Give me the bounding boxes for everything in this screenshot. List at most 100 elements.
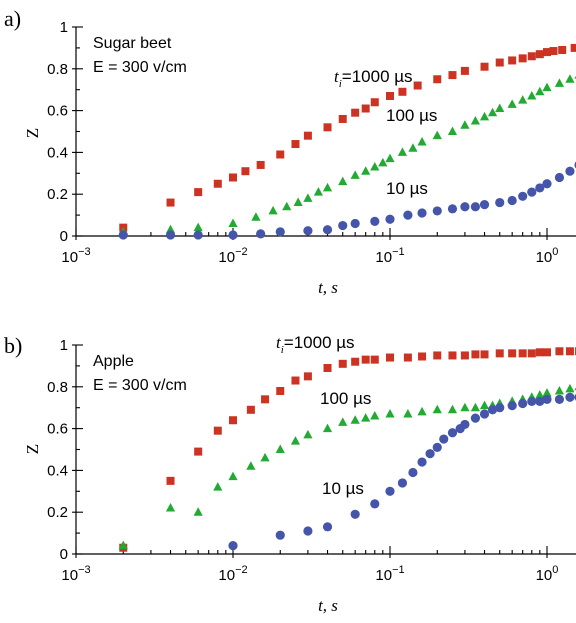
data-point-square (361, 355, 370, 364)
data-point-square (460, 351, 469, 360)
data-point-square (386, 91, 394, 100)
data-point-square (386, 353, 394, 362)
data-point-square (213, 179, 222, 188)
y-tick-label: 0.2 (47, 504, 68, 521)
data-point-circle (228, 230, 238, 240)
data-point-square (398, 87, 407, 96)
data-point-triangle (460, 402, 470, 412)
x-tick-label: 10−2 (218, 564, 247, 584)
data-point-circle (370, 216, 380, 226)
data-point-square (338, 114, 347, 123)
data-point-triangle (338, 176, 348, 186)
data-point-square (570, 43, 576, 52)
data-point-triangle (527, 90, 537, 100)
chart-panel-a: a) 0 0.2 0.4 0.6 0.8 1 10−3 10−2 10−1 100 t, s Z Suga… (4, 6, 576, 297)
data-point-triangle (275, 444, 285, 453)
data-point-circle (432, 442, 442, 453)
data-point-circle (408, 467, 418, 478)
data-point-triangle (535, 86, 545, 96)
data-point-triangle (385, 153, 395, 163)
data-point-square (256, 160, 265, 169)
annotation-line: E = 300 v/cm (93, 59, 187, 76)
y-tick-label: 0 (60, 228, 68, 245)
data-point-circle (479, 200, 490, 210)
data-point-triangle (565, 74, 575, 83)
data-point-triangle (228, 218, 238, 227)
data-point-triangle (290, 436, 301, 445)
data-point-triangle (228, 471, 238, 481)
data-point-triangle (385, 408, 395, 418)
data-point-circle (535, 183, 545, 193)
data-point-circle (370, 499, 380, 509)
data-point-square (403, 353, 412, 362)
data-point-square (433, 75, 442, 84)
data-point-circle (275, 530, 285, 540)
data-point-square (527, 52, 536, 61)
data-point-square (448, 351, 457, 360)
data-point-circle (397, 478, 408, 488)
data-point-circle (460, 419, 470, 430)
data-point-square (558, 45, 567, 54)
data-point-triangle (554, 78, 565, 87)
data-point-square (543, 48, 551, 57)
data-point-circle (535, 396, 545, 407)
data-point-square (495, 349, 504, 358)
data-point-square (535, 348, 544, 357)
data-point-circle (447, 428, 458, 438)
data-point-triangle (507, 99, 517, 108)
data-point-triangle (565, 383, 575, 393)
data-point-triangle (251, 212, 261, 221)
data-point-triangle (535, 390, 545, 399)
data-point-square (535, 50, 544, 59)
data-point-square (433, 351, 442, 360)
data-point-triangle (361, 166, 371, 175)
y-tick-label: 0.4 (47, 462, 68, 479)
data-point-circle (518, 398, 528, 409)
data-point-circle (495, 197, 505, 208)
data-point-square (303, 372, 312, 381)
data-point-square (370, 98, 379, 107)
data-point-circle (565, 166, 575, 176)
data-points (118, 347, 576, 552)
y-tick-label: 0.8 (47, 61, 68, 78)
data-point-square (229, 173, 237, 182)
data-point-triangle (470, 116, 481, 125)
series-label: 10 µs (386, 179, 428, 198)
data-point-square (471, 350, 480, 359)
data-point-square (276, 386, 285, 395)
x-axis-title: t, s (318, 596, 338, 615)
data-point-circle (518, 191, 528, 201)
data-point-triangle (313, 187, 324, 196)
data-point-triangle (193, 222, 203, 232)
data-point-square (291, 140, 300, 149)
data-point-square (241, 167, 250, 176)
data-point-triangle (460, 120, 470, 129)
data-point-triangle (447, 126, 458, 135)
data-point-square (351, 108, 360, 117)
y-tick-label: 0 (60, 546, 68, 563)
data-point-circle (322, 225, 333, 235)
panel-letter: b) (4, 333, 22, 358)
data-point-circle (193, 230, 203, 240)
data-point-square (361, 104, 370, 113)
data-point-square (460, 66, 469, 75)
data-point-circle (565, 392, 575, 402)
data-point-circle (432, 206, 442, 216)
data-point-square (246, 405, 255, 414)
data-point-circle (338, 220, 348, 231)
data-point-triangle (447, 404, 458, 414)
data-point-square (229, 416, 237, 425)
data-point-circle (527, 396, 537, 407)
data-point-triangle (361, 413, 371, 422)
data-point-triangle (213, 482, 223, 491)
data-point-circle (350, 218, 360, 229)
data-point-triangle (293, 197, 303, 207)
y-tick-label: 0.6 (47, 103, 68, 120)
data-point-triangle (487, 107, 498, 117)
data-point-circle (439, 434, 449, 444)
data-point-circle (479, 409, 490, 419)
data-point-square (555, 347, 564, 356)
data-point-circle (470, 202, 481, 212)
data-point-triangle (479, 400, 490, 410)
